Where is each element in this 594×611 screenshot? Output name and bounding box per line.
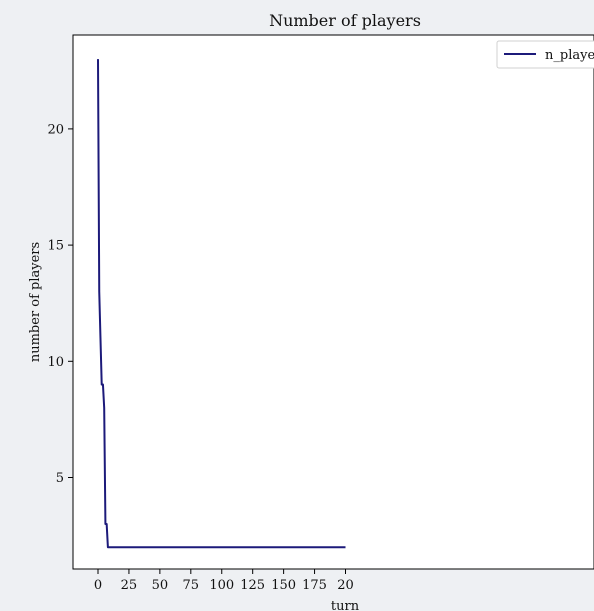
legend: n_player bbox=[496, 40, 594, 69]
x-tick-label: 175 bbox=[302, 578, 327, 593]
y-tick-label: 20 bbox=[47, 122, 64, 137]
legend-box bbox=[496, 40, 594, 69]
series-line-n-player bbox=[97, 59, 346, 549]
x-tick-label: 0 bbox=[94, 578, 102, 593]
series-layer bbox=[97, 59, 346, 549]
y-axis-label: number of players bbox=[28, 242, 43, 362]
x-tick-label: 50 bbox=[152, 578, 169, 593]
y-axis-ticks: 5 10 15 20 bbox=[47, 122, 73, 486]
x-axis-label: turn bbox=[331, 599, 360, 611]
y-tick-label: 5 bbox=[56, 471, 64, 486]
x-tick-label: 150 bbox=[271, 578, 296, 593]
y-tick-label: 10 bbox=[47, 355, 64, 370]
x-axis-ticks: 0 25 50 75 100 125 150 175 20 bbox=[94, 569, 354, 593]
legend-label-n-player: n_player bbox=[545, 48, 594, 63]
x-tick-label: 25 bbox=[121, 578, 138, 593]
x-tick-label: 75 bbox=[183, 578, 200, 593]
x-tick-label: 125 bbox=[240, 578, 265, 593]
plot-area bbox=[72, 34, 594, 570]
y-tick-label: 15 bbox=[47, 239, 64, 254]
x-tick-label: 20 bbox=[337, 578, 354, 593]
chart-title: Number of players bbox=[269, 11, 421, 30]
x-tick-label: 100 bbox=[209, 578, 234, 593]
